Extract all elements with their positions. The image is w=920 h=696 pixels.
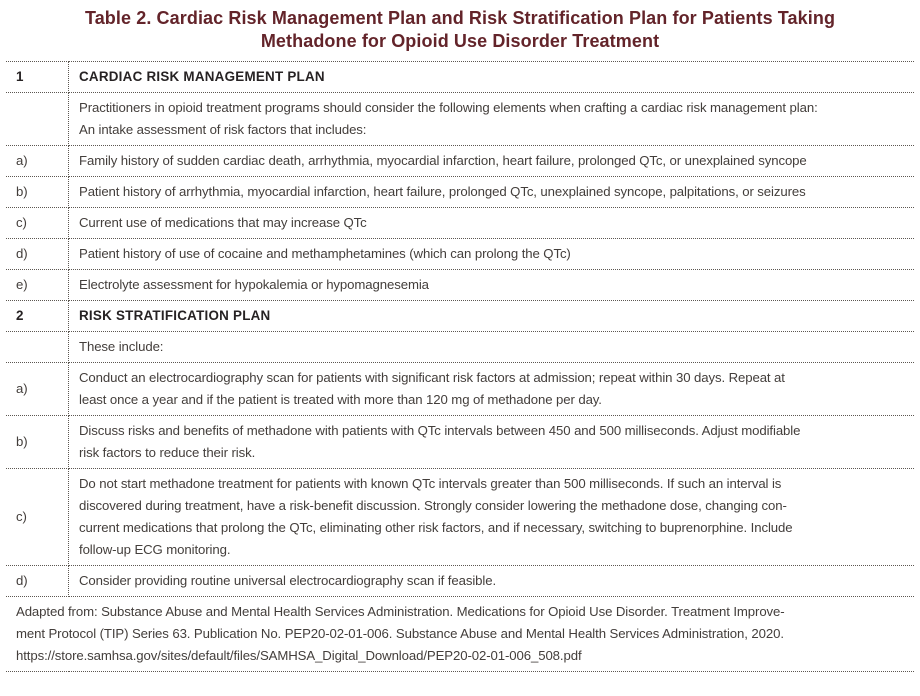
table-row: b) Discuss risks and benefits of methado… xyxy=(6,415,914,469)
row-text-cell: Patient history of arrhythmia, myocardia… xyxy=(68,176,914,208)
row-text-cell: Conduct an electrocardiography scan for … xyxy=(68,362,914,416)
row-text-cell: Consider providing routine universal ele… xyxy=(68,565,914,597)
row-text-cell: Do not start methadone treatment for pat… xyxy=(68,468,914,566)
row-text-cell: Patient history of use of cocaine and me… xyxy=(68,238,914,270)
table-row: d) Consider providing routine universal … xyxy=(6,565,914,597)
table-row: a) Family history of sudden cardiac deat… xyxy=(6,145,914,177)
table-row: e) Electrolyte assessment for hypokalemi… xyxy=(6,269,914,301)
row-text-cell: Discuss risks and benefits of methadone … xyxy=(68,415,914,469)
row-label-cell: 2 xyxy=(6,300,69,332)
table-row: b) Patient history of arrhythmia, myocar… xyxy=(6,176,914,208)
row-text-cell: RISK STRATIFICATION PLAN xyxy=(68,300,914,332)
row-text-cell: Electrolyte assessment for hypokalemia o… xyxy=(68,269,914,301)
cardiac-risk-table: 1 CARDIAC RISK MANAGEMENT PLAN Practitio… xyxy=(6,61,914,672)
row-label-cell: c) xyxy=(6,468,69,566)
row-text-cell: Practitioners in opioid treatment progra… xyxy=(68,92,914,146)
table-title: Table 2. Cardiac Risk Management Plan an… xyxy=(84,8,836,51)
row-label-cell: 1 xyxy=(6,61,69,93)
row-label-cell: a) xyxy=(6,362,69,416)
row-label-cell: d) xyxy=(6,565,69,597)
row-label-cell: e) xyxy=(6,269,69,301)
row-label-cell: b) xyxy=(6,176,69,208)
row-label-cell: d) xyxy=(6,238,69,270)
row-text-cell: Family history of sudden cardiac death, … xyxy=(68,145,914,177)
table-row: These include: xyxy=(6,331,914,363)
table-row-section-2: 2 RISK STRATIFICATION PLAN xyxy=(6,300,914,332)
row-text-cell: These include: xyxy=(68,331,914,363)
table-row: a) Conduct an electrocardiography scan f… xyxy=(6,362,914,416)
table-footnote-row: Adapted from: Substance Abuse and Mental… xyxy=(6,596,914,672)
document-page: Table 2. Cardiac Risk Management Plan an… xyxy=(6,0,914,672)
table-row: c) Current use of medications that may i… xyxy=(6,207,914,239)
row-text-cell: Current use of medications that may incr… xyxy=(68,207,914,239)
row-label-cell: a) xyxy=(6,145,69,177)
row-label-cell xyxy=(6,92,69,146)
row-label-cell: c) xyxy=(6,207,69,239)
table-row: d) Patient history of use of cocaine and… xyxy=(6,238,914,270)
table-row: Practitioners in opioid treatment progra… xyxy=(6,92,914,146)
row-label-cell: b) xyxy=(6,415,69,469)
table-footnote: Adapted from: Substance Abuse and Mental… xyxy=(6,596,914,672)
row-text-cell: CARDIAC RISK MANAGEMENT PLAN xyxy=(68,61,914,93)
row-label-cell xyxy=(6,331,69,363)
table-row: c) Do not start methadone treatment for … xyxy=(6,468,914,566)
table-row-section-1: 1 CARDIAC RISK MANAGEMENT PLAN xyxy=(6,61,914,93)
